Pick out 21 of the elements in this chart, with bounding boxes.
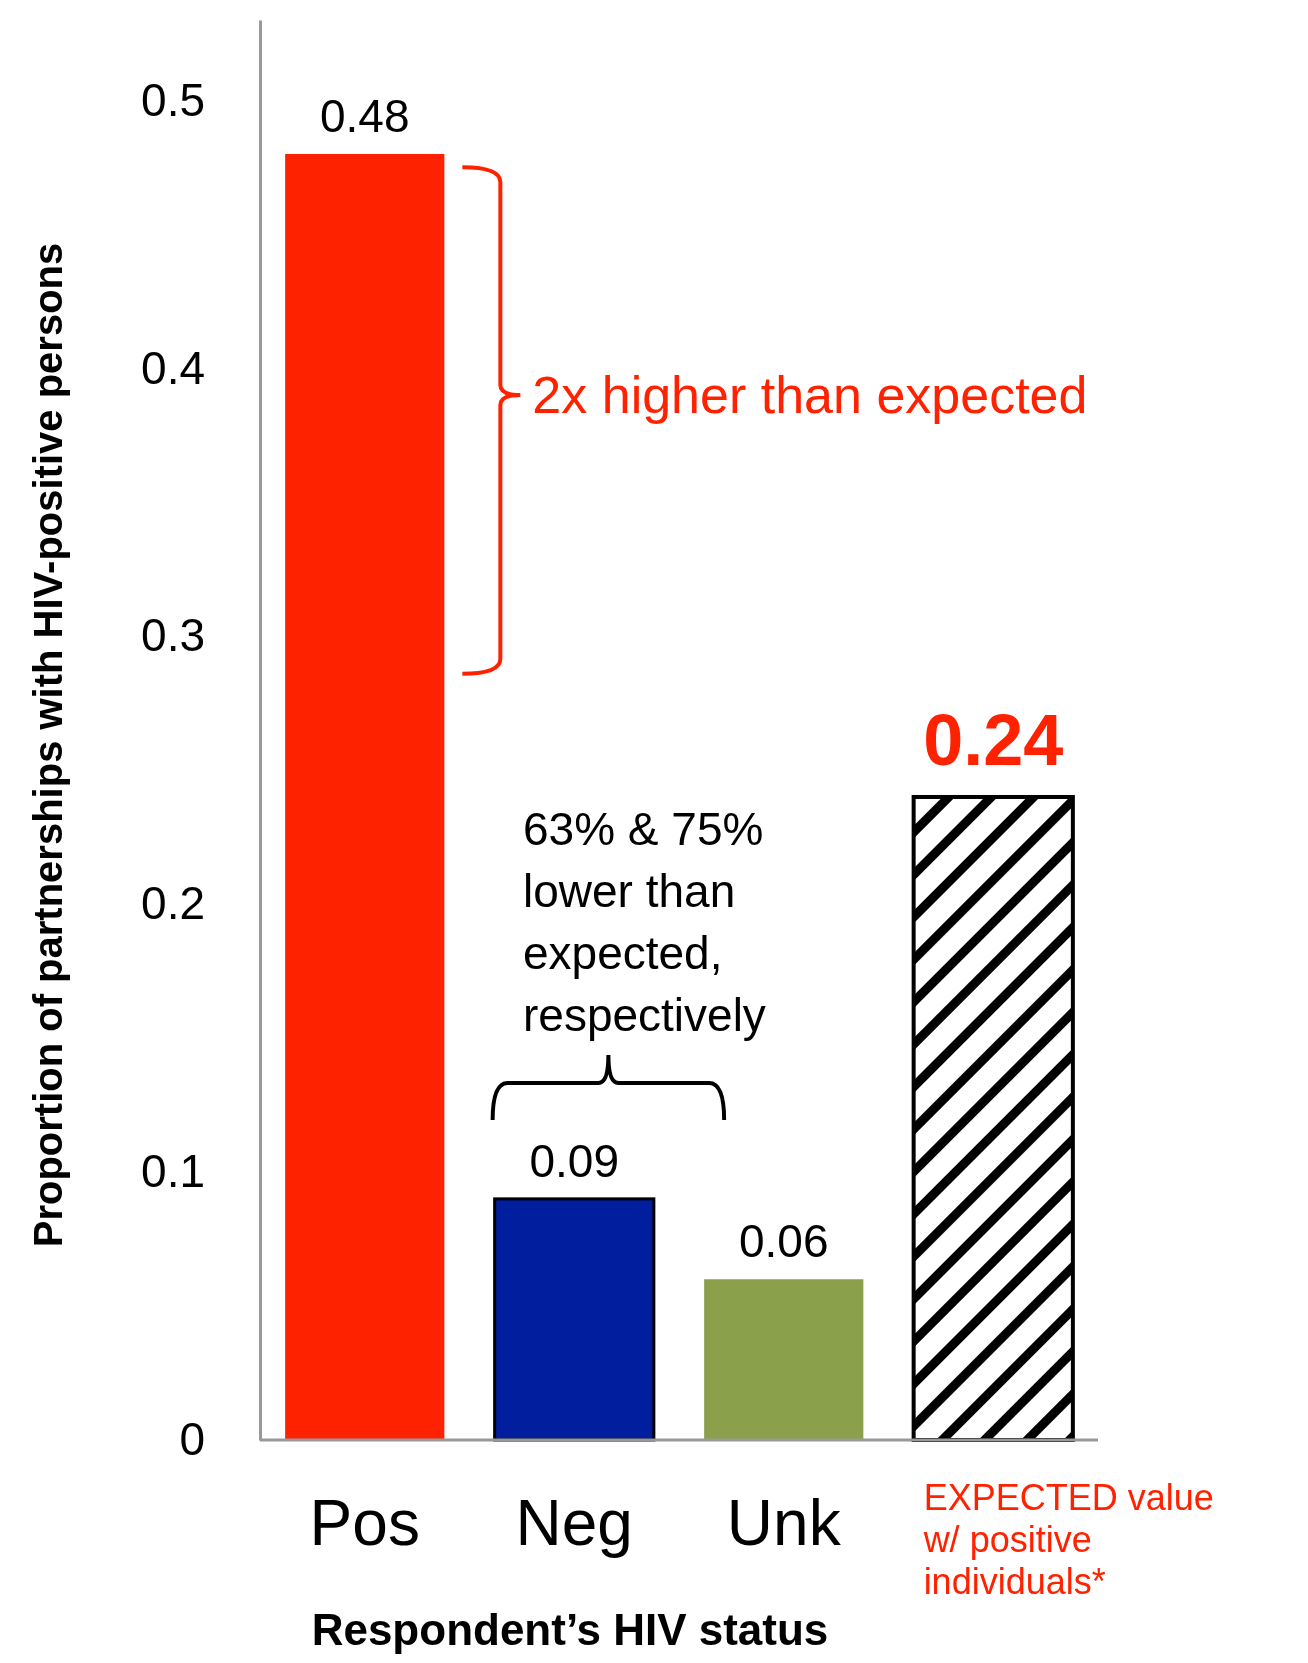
y-tick-label: 0.5	[141, 73, 205, 126]
data-label: 0.48	[319, 89, 410, 142]
x-tick-label: Pos	[309, 1487, 420, 1559]
y-axis-title: Proportion of partnerships with HIV-positive persons	[26, 242, 70, 1248]
x-tick-label: EXPECTED value w/ positive individuals*	[922, 1477, 1214, 1602]
y-tick-label: 0	[179, 1413, 205, 1466]
bar	[704, 1279, 864, 1441]
y-tick-label: 0.2	[141, 877, 205, 930]
data-label: 0.06	[738, 1215, 829, 1268]
annotation: 2x higher than expected	[532, 366, 1088, 425]
data-label: 0.24	[923, 699, 1064, 780]
x-axis-title: Respondent’s HIV status	[311, 1605, 829, 1654]
data-label: 0.09	[529, 1134, 620, 1187]
y-tick-label: 0.4	[141, 341, 205, 394]
y-tick-label: 0.1	[141, 1145, 205, 1198]
x-tick-label: Unk	[726, 1487, 842, 1559]
x-tick-label: Neg	[515, 1487, 633, 1559]
annotation: 63% & 75% lower than expected, respectively	[523, 803, 766, 1041]
bar	[493, 1197, 656, 1442]
y-tick-label: 0.3	[141, 609, 205, 662]
bar	[285, 153, 445, 1440]
